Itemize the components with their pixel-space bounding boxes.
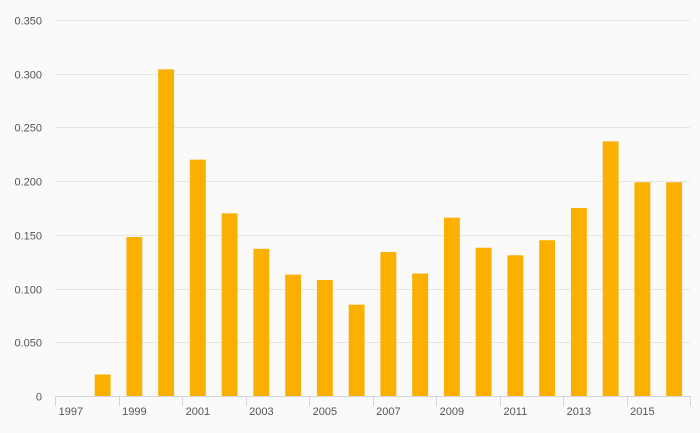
bar-2008[interactable] [412, 273, 429, 396]
x-axis [55, 396, 691, 406]
bar-2000[interactable] [158, 69, 175, 397]
y-tick-label: 0.300 [14, 70, 42, 82]
y-tick-label: 0 [36, 392, 42, 404]
bar-2015[interactable] [634, 182, 651, 396]
x-tick-label: 2003 [249, 406, 273, 418]
bar-2002[interactable] [221, 213, 238, 396]
y-tick-label: 0.200 [14, 177, 42, 189]
x-axis-labels: 1997 1999 2001 2003 2005 2007 2009 2011 2013 2015 [59, 406, 655, 418]
x-tick-label: 2015 [630, 406, 654, 418]
bar-2006[interactable] [348, 304, 365, 396]
bar-2010[interactable] [475, 247, 492, 396]
bar-2007[interactable] [380, 252, 397, 396]
y-tick-label: 0.150 [14, 231, 42, 243]
bar-2016[interactable] [666, 182, 683, 396]
bar-2001[interactable] [189, 159, 206, 396]
y-tick-label: 0.100 [14, 285, 42, 297]
x-tick-label: 2011 [504, 406, 528, 418]
x-tick-label: 1997 [59, 406, 83, 418]
bar-2011[interactable] [507, 255, 524, 396]
x-tick-label: 1999 [122, 406, 146, 418]
y-tick-label: 0.350 [14, 16, 42, 28]
x-tick-label: 2005 [313, 406, 337, 418]
x-tick-label: 2009 [440, 406, 464, 418]
gridlines [55, 20, 690, 343]
bar-2003[interactable] [253, 248, 270, 396]
y-tick-label: 0.050 [14, 338, 42, 350]
bar-2004[interactable] [285, 274, 302, 396]
bar-2009[interactable] [443, 217, 460, 396]
bar-2012[interactable] [539, 240, 556, 396]
bar-2014[interactable] [602, 141, 619, 396]
y-tick-label: 0.250 [14, 123, 42, 135]
bar-2013[interactable] [570, 208, 587, 396]
x-tick-label: 2013 [567, 406, 591, 418]
y-axis-labels: 0 0.050 0.100 0.150 0.200 0.250 0.300 0.350 [14, 16, 42, 404]
bars [94, 69, 683, 397]
x-tick-label: 2001 [186, 406, 210, 418]
bar-1998[interactable] [94, 374, 111, 396]
bar-1999[interactable] [126, 237, 143, 396]
x-tick-label: 2007 [376, 406, 400, 418]
bar-2005[interactable] [316, 279, 333, 396]
